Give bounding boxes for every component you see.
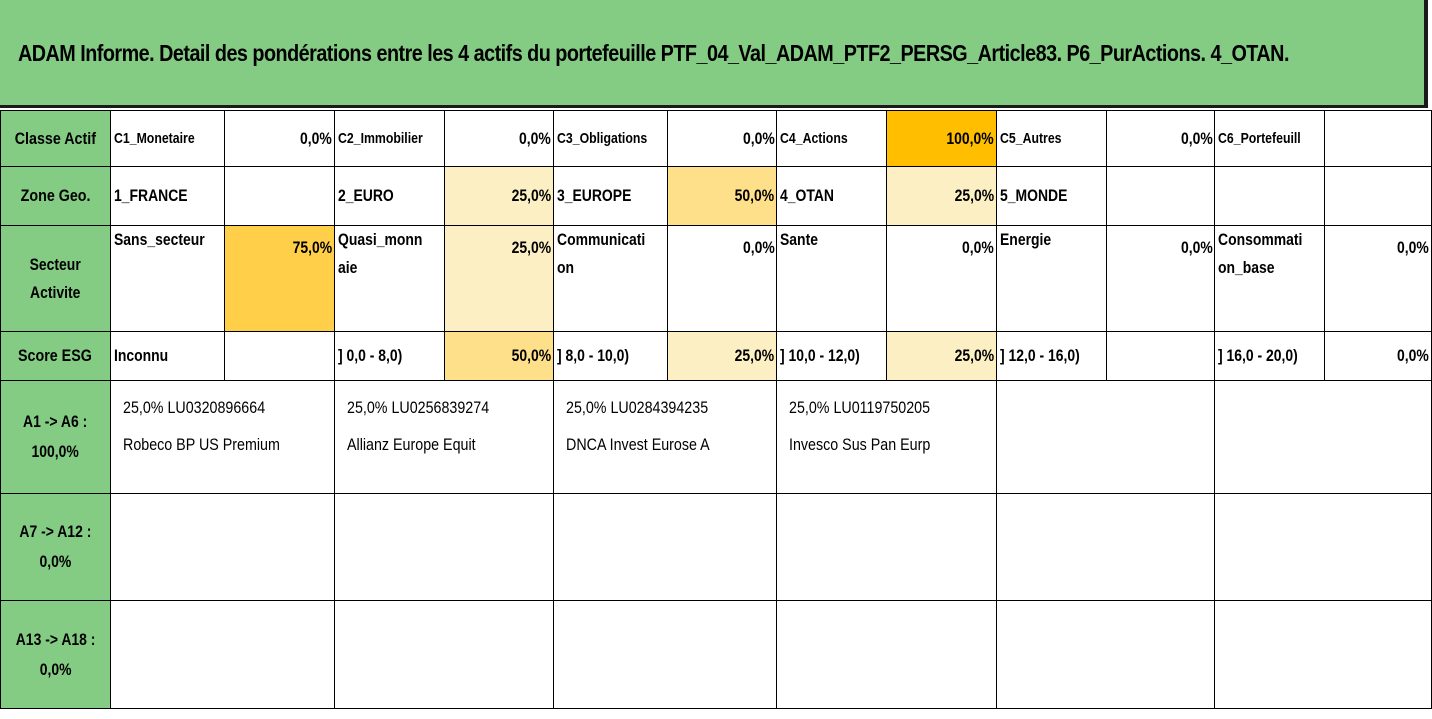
asset-cell-empty[interactable] bbox=[553, 600, 778, 709]
cell-value[interactable] bbox=[1324, 110, 1432, 167]
asset-weight-isin: 25,0% LU0320896664 bbox=[122, 398, 265, 417]
cell-value[interactable]: 25,0% bbox=[443, 225, 555, 332]
asset-cell-empty[interactable] bbox=[776, 493, 997, 601]
cell-label[interactable]: Consommati on_base bbox=[1214, 225, 1326, 332]
cell-value[interactable]: 0,0% bbox=[1105, 225, 1216, 332]
cell-label[interactable]: Communicati on bbox=[553, 225, 669, 332]
row-zone-geo: Zone Geo. 1_FRANCE 2_EURO 25,0% 3_EUROPE… bbox=[0, 166, 1432, 226]
cell-label[interactable]: Sante bbox=[776, 225, 888, 332]
cell-label[interactable]: C2_Immobilier bbox=[333, 110, 445, 167]
cell-label[interactable]: ] 16,0 - 20,0) bbox=[1214, 331, 1326, 381]
cell-label[interactable] bbox=[1214, 166, 1326, 226]
cell-value[interactable]: 0,0% bbox=[224, 110, 335, 167]
asset-cell-empty[interactable] bbox=[995, 600, 1216, 709]
asset-cell[interactable]: 25,0% LU0284394235 DNCA Invest Eurose A bbox=[553, 380, 778, 494]
asset-cell[interactable]: 25,0% LU0119750205 Invesco Sus Pan Eurp bbox=[776, 380, 997, 494]
weights-table: Classe Actif C1_Monetaire 0,0% C2_Immobi… bbox=[0, 110, 1432, 709]
asset-name: Invesco Sus Pan Eurp bbox=[789, 435, 931, 454]
cell-value[interactable]: 0,0% bbox=[667, 110, 778, 167]
asset-cell-empty[interactable] bbox=[553, 493, 778, 601]
cell-label[interactable]: 2_EURO bbox=[333, 166, 445, 226]
asset-cell-empty[interactable] bbox=[1214, 380, 1432, 494]
asset-group-header: A13 -> A18 : 0,0% bbox=[0, 600, 111, 709]
row-header-esg: Score ESG bbox=[0, 331, 111, 381]
cell-label[interactable]: Sans_secteur bbox=[109, 225, 226, 332]
row-header-secteur: Secteur Activite bbox=[0, 225, 111, 332]
cell-value[interactable]: 100,0% bbox=[886, 110, 997, 167]
row-classe-actif: Classe Actif C1_Monetaire 0,0% C2_Immobi… bbox=[0, 110, 1432, 167]
cell-value[interactable]: 0,0% bbox=[1324, 225, 1432, 332]
cell-value[interactable]: 25,0% bbox=[886, 166, 997, 226]
asset-cell-empty[interactable] bbox=[995, 493, 1216, 601]
asset-group-header: A7 -> A12 : 0,0% bbox=[0, 493, 111, 601]
cell-value[interactable]: 0,0% bbox=[1324, 331, 1432, 381]
title-band: ADAM Informe. Detail des pondérations en… bbox=[0, 0, 1428, 108]
cell-label[interactable]: ] 8,0 - 10,0) bbox=[553, 331, 669, 381]
cell-label[interactable]: C3_Obligations bbox=[553, 110, 669, 167]
asset-weight-isin: 25,0% LU0284394235 bbox=[566, 398, 709, 417]
row-score-esg: Score ESG Inconnu ] 0,0 - 8,0) 50,0% ] 8… bbox=[0, 331, 1432, 381]
row-secteur-activite: Secteur Activite Sans_secteur 75,0% Quas… bbox=[0, 225, 1432, 332]
cell-label[interactable]: 1_FRANCE bbox=[109, 166, 226, 226]
cell-value[interactable] bbox=[1105, 331, 1216, 381]
asset-cell-empty[interactable] bbox=[333, 600, 555, 709]
asset-cell-empty[interactable] bbox=[776, 600, 997, 709]
asset-cell-empty[interactable] bbox=[333, 493, 555, 601]
cell-label[interactable]: ] 0,0 - 8,0) bbox=[333, 331, 445, 381]
asset-cell-empty[interactable] bbox=[995, 380, 1216, 494]
cell-label[interactable]: 3_EUROPE bbox=[553, 166, 669, 226]
cell-label[interactable]: Quasi_monn aie bbox=[333, 225, 445, 332]
cell-label[interactable]: C6_Portefeuill bbox=[1214, 110, 1326, 167]
cell-value[interactable]: 0,0% bbox=[886, 225, 997, 332]
cell-value[interactable]: 0,0% bbox=[443, 110, 555, 167]
cell-value[interactable] bbox=[1105, 166, 1216, 226]
asset-cell-empty[interactable] bbox=[109, 493, 335, 601]
cell-value[interactable] bbox=[224, 331, 335, 381]
row-header-classe: Classe Actif bbox=[0, 110, 111, 167]
row-assets-a13-a18: A13 -> A18 : 0,0% bbox=[0, 600, 1432, 709]
asset-weight-isin: 25,0% LU0256839274 bbox=[346, 398, 490, 417]
cell-value[interactable] bbox=[1324, 166, 1432, 226]
cell-label[interactable]: ] 10,0 - 12,0) bbox=[776, 331, 888, 381]
cell-label[interactable]: C5_Autres bbox=[995, 110, 1107, 167]
page-title: ADAM Informe. Detail des pondérations en… bbox=[18, 40, 1289, 66]
cell-label[interactable]: Energie bbox=[995, 225, 1107, 332]
cell-value[interactable]: 75,0% bbox=[224, 225, 335, 332]
asset-name: Robeco BP US Premium bbox=[122, 435, 280, 454]
row-header-zone: Zone Geo. bbox=[0, 166, 111, 226]
asset-weight-isin: 25,0% LU0119750205 bbox=[789, 398, 931, 417]
cell-value[interactable]: 0,0% bbox=[667, 225, 778, 332]
cell-label[interactable]: 4_OTAN bbox=[776, 166, 888, 226]
cell-label[interactable]: Inconnu bbox=[109, 331, 226, 381]
cell-value[interactable]: 25,0% bbox=[886, 331, 997, 381]
cell-label[interactable]: C1_Monetaire bbox=[109, 110, 226, 167]
cell-label[interactable]: C4_Actions bbox=[776, 110, 888, 167]
cell-value[interactable]: 25,0% bbox=[667, 331, 778, 381]
asset-cell[interactable]: 25,0% LU0320896664 Robeco BP US Premium bbox=[109, 380, 335, 494]
asset-cell-empty[interactable] bbox=[1214, 600, 1432, 709]
asset-group-header: A1 -> A6 : 100,0% bbox=[0, 380, 111, 494]
row-assets-a1-a6: A1 -> A6 : 100,0% 25,0% LU0320896664 Rob… bbox=[0, 380, 1432, 494]
cell-value[interactable]: 50,0% bbox=[667, 166, 778, 226]
asset-cell-empty[interactable] bbox=[109, 600, 335, 709]
cell-value[interactable]: 25,0% bbox=[443, 166, 555, 226]
cell-value[interactable]: 0,0% bbox=[1105, 110, 1216, 167]
asset-name: Allianz Europe Equit bbox=[346, 435, 476, 454]
asset-name: DNCA Invest Eurose A bbox=[566, 435, 710, 454]
cell-label[interactable]: 5_MONDE bbox=[995, 166, 1107, 226]
cell-value[interactable]: 50,0% bbox=[443, 331, 555, 381]
cell-label[interactable]: ] 12,0 - 16,0) bbox=[995, 331, 1107, 381]
asset-cell[interactable]: 25,0% LU0256839274 Allianz Europe Equit bbox=[333, 380, 555, 494]
cell-value[interactable] bbox=[224, 166, 335, 226]
row-assets-a7-a12: A7 -> A12 : 0,0% bbox=[0, 493, 1432, 601]
asset-cell-empty[interactable] bbox=[1214, 493, 1432, 601]
